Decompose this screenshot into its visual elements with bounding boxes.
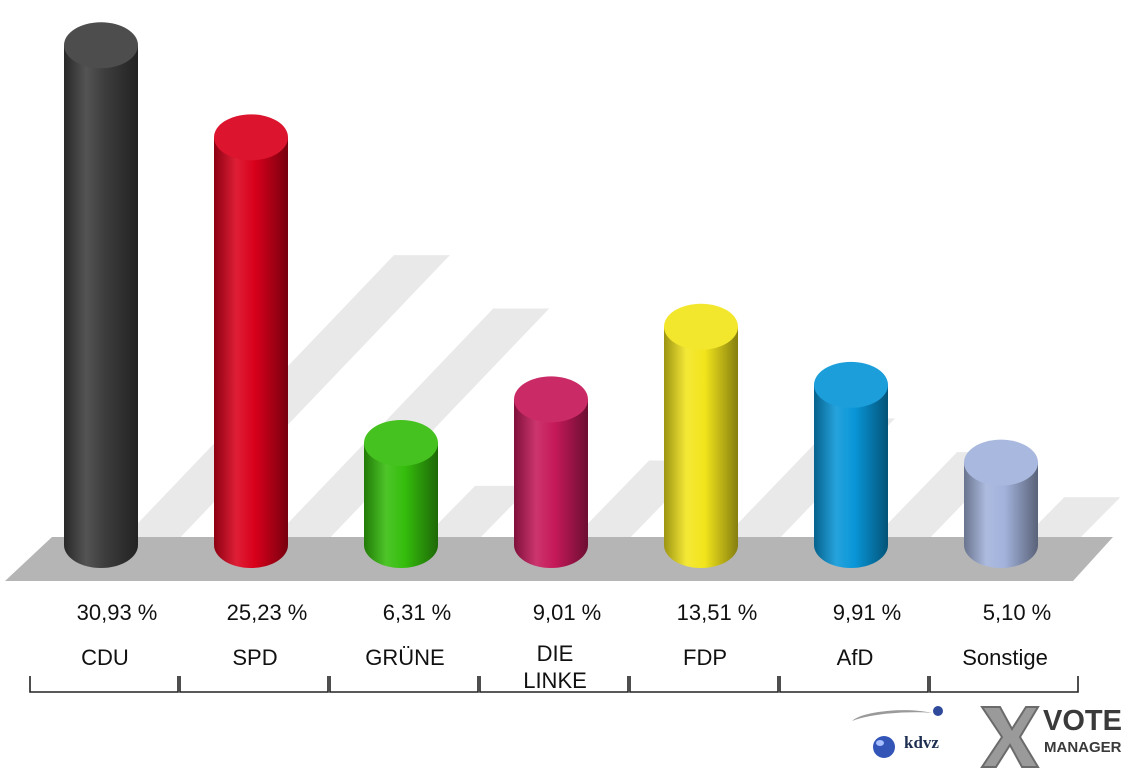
bar-cap-afd (814, 361, 888, 408)
category-label-gr-ne: GRÜNE (365, 645, 445, 670)
kdvz-ball-shine-icon (876, 740, 884, 746)
vote-x-mark-icon (980, 706, 1040, 768)
bar-sonstige (964, 439, 1038, 568)
bracket-gr-ne (329, 676, 479, 693)
bar-body-die-linke (514, 399, 588, 568)
bar-cap-sonstige (964, 439, 1038, 486)
category-label-die-linke: DIE LINKE (523, 641, 587, 693)
bracket-fdp (629, 676, 779, 693)
bar-shadow-gr-ne (419, 485, 532, 543)
bar-cap-gr-ne (364, 420, 438, 467)
bracket-die-linke (479, 676, 629, 693)
vote-manager-logo-line2: MANAGER (1044, 739, 1122, 756)
bar-gr-ne (364, 420, 438, 568)
bar-cap-die-linke (514, 376, 588, 423)
value-label-gr-ne: 6,31 % (382, 600, 452, 625)
bar-cdu (64, 22, 138, 569)
bar-body-fdp (664, 326, 738, 568)
bar-body-gr-ne (364, 443, 438, 568)
bracket-sonstige (929, 676, 1079, 693)
bar-shadow-sonstige (1019, 497, 1121, 543)
bar-fdp (664, 303, 738, 568)
value-label-fdp: 13,51 % (676, 600, 758, 625)
category-label-fdp: FDP (683, 645, 727, 670)
bars-layer (64, 22, 1038, 569)
kdvz-swoosh-icon (852, 710, 932, 721)
vote-manager-logo-line1: VOTE (1043, 705, 1122, 737)
bar-body-spd (214, 137, 288, 568)
bracket-afd (779, 676, 929, 693)
bracket-cdu (29, 676, 179, 693)
bar-body-afd (814, 384, 888, 568)
value-label-cdu: 30,93 % (76, 600, 158, 625)
category-label-cdu: CDU (81, 645, 129, 670)
category-label-sonstige: Sonstige (962, 645, 1048, 670)
kdvz-small-dot-icon (933, 706, 943, 716)
bar-cap-cdu (64, 22, 138, 69)
category-label-afd: AfD (836, 645, 874, 670)
kdvz-ball-icon (873, 736, 895, 758)
bar-die-linke (514, 376, 588, 568)
value-label-afd: 9,91 % (832, 600, 902, 625)
bar-cap-fdp (664, 303, 738, 350)
value-label-spd: 25,23 % (226, 600, 308, 625)
bar-body-sonstige (964, 462, 1038, 568)
branding-logos: kdvz VOTE MANAGER (832, 703, 1132, 769)
value-label-die-linke: 9,01 % (532, 600, 602, 625)
bar-cap-spd (214, 114, 288, 161)
bar-afd (814, 361, 888, 568)
category-brackets (29, 676, 1079, 693)
kdvz-logo-text: kdvz (904, 733, 939, 752)
bar-spd (214, 114, 288, 568)
category-label-spd: SPD (232, 645, 278, 670)
value-label-sonstige: 5,10 % (982, 600, 1052, 625)
bracket-spd (179, 676, 329, 693)
bar-body-cdu (64, 45, 138, 569)
